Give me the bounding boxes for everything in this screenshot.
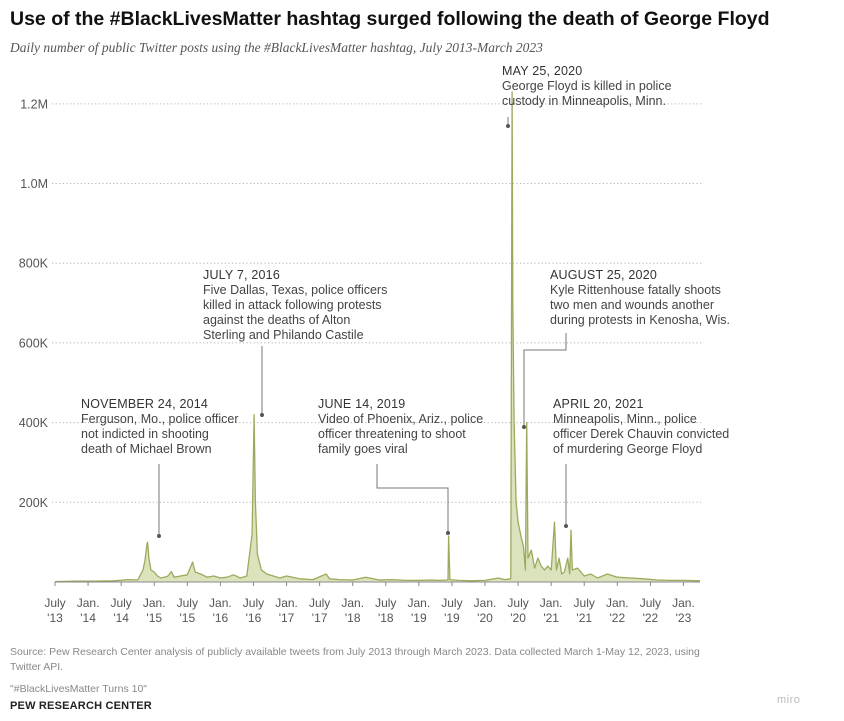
ytick-label: 600K — [19, 336, 49, 350]
xtick-label-month: Jan. — [672, 596, 695, 610]
ytick-label: 800K — [19, 257, 49, 271]
xtick-label-month: Jan. — [209, 596, 232, 610]
annotation-text-line: of murdering George Floyd — [553, 442, 702, 456]
annotation-text-line: Video of Phoenix, Ariz., police — [318, 412, 483, 426]
annotation-dot — [446, 531, 450, 535]
xtick-label-year: '14 — [80, 611, 96, 625]
annotation-date: AUGUST 25, 2020 — [550, 268, 657, 282]
annotation-text-line: officer Derek Chauvin convicted — [553, 427, 729, 441]
annotation-dot — [157, 534, 161, 538]
ytick-label: 400K — [19, 416, 49, 430]
xtick-label-year: '21 — [543, 611, 559, 625]
xtick-label-month: July — [309, 596, 330, 610]
series-line — [55, 92, 700, 582]
xtick-label-year: '15 — [179, 611, 195, 625]
miro-watermark: miro — [777, 694, 800, 706]
xtick-label-month: July — [507, 596, 528, 610]
xtick-label-year: '16 — [213, 611, 229, 625]
annotation-text-line: Ferguson, Mo., police officer — [81, 412, 238, 426]
xtick-label-month: Jan. — [606, 596, 629, 610]
annotation-text-line: officer threatening to shoot — [318, 427, 466, 441]
annotation-date: JULY 7, 2016 — [203, 268, 280, 282]
xtick-label-month: Jan. — [408, 596, 431, 610]
xtick-label-year: '17 — [279, 611, 295, 625]
xtick-label-year: '20 — [477, 611, 493, 625]
xtick-label-month: July — [574, 596, 595, 610]
annotation-text-line: killed in attack following protests — [203, 298, 382, 312]
xtick-label-year: '22 — [609, 611, 625, 625]
xtick-label-year: '22 — [643, 611, 659, 625]
xtick-label-year: '15 — [146, 611, 162, 625]
annotation-date: NOVEMBER 24, 2014 — [81, 397, 208, 411]
ytick-label: 1.2M — [20, 97, 48, 111]
xtick-label-month: July — [441, 596, 462, 610]
annotation-dot — [506, 124, 510, 128]
annotation-text-line: death of Michael Brown — [81, 442, 212, 456]
annotation-date: MAY 25, 2020 — [502, 64, 582, 78]
xtick-label-month: July — [177, 596, 198, 610]
source-credit: "#BlackLivesMatter Turns 10" — [10, 683, 147, 695]
xtick-label-month: July — [640, 596, 661, 610]
ytick-label: 200K — [19, 496, 49, 510]
xtick-label-year: '20 — [510, 611, 526, 625]
annotation-date: APRIL 20, 2021 — [553, 397, 644, 411]
xtick-label-month: Jan. — [540, 596, 563, 610]
annotation-text-line: Five Dallas, Texas, police officers — [203, 283, 387, 297]
xtick-label-year: '19 — [411, 611, 427, 625]
area-layer — [55, 92, 700, 582]
xtick-label-year: '13 — [47, 611, 63, 625]
source-note: Source: Pew Research Center analysis of … — [10, 645, 730, 675]
annotation-dot — [260, 413, 264, 417]
xtick-label-year: '18 — [378, 611, 394, 625]
annotation-text-line: Minneapolis, Minn., police — [553, 412, 697, 426]
xtick-label-month: July — [375, 596, 396, 610]
xtick-label-month: Jan. — [275, 596, 298, 610]
xtick-label-year: '23 — [676, 611, 692, 625]
xtick-label-year: '21 — [576, 611, 592, 625]
annotation-text-line: custody in Minneapolis, Minn. — [502, 94, 666, 108]
annotation-text-line: two men and wounds another — [550, 298, 714, 312]
annotation-leader — [377, 464, 448, 533]
xtick-label-year: '14 — [113, 611, 129, 625]
annotation-text-line: against the deaths of Alton — [203, 313, 350, 327]
xtick-label-month: Jan. — [341, 596, 364, 610]
annotation-text-line: during protests in Kenosha, Wis. — [550, 313, 730, 327]
xtick-label-year: '19 — [444, 611, 460, 625]
xtick-label-month: Jan. — [474, 596, 497, 610]
xtick-label-year: '18 — [345, 611, 361, 625]
xtick-label-month: Jan. — [77, 596, 100, 610]
annotation-date: JUNE 14, 2019 — [318, 397, 405, 411]
annotation-text-line: Kyle Rittenhouse fatally shoots — [550, 283, 721, 297]
xtick-label-year: '16 — [246, 611, 262, 625]
ytick-label: 1.0M — [20, 177, 48, 191]
series-area — [55, 92, 700, 582]
x-axis: July'13Jan.'14July'14Jan.'15July'15Jan.'… — [44, 582, 700, 625]
xtick-label-month: Jan. — [143, 596, 166, 610]
annotation-text-line: George Floyd is killed in police — [502, 79, 672, 93]
annotation-dot — [522, 425, 526, 429]
xtick-label-year: '17 — [312, 611, 328, 625]
xtick-label-month: July — [243, 596, 264, 610]
publisher-logo-text: PEW RESEARCH CENTER — [10, 700, 152, 712]
xtick-label-month: July — [110, 596, 131, 610]
annotation-text-line: not indicted in shooting — [81, 427, 209, 441]
annotation-dot — [564, 524, 568, 528]
annotation-text-line: Sterling and Philando Castile — [203, 328, 364, 342]
annotation-text-line: family goes viral — [318, 442, 408, 456]
xtick-label-month: July — [44, 596, 65, 610]
